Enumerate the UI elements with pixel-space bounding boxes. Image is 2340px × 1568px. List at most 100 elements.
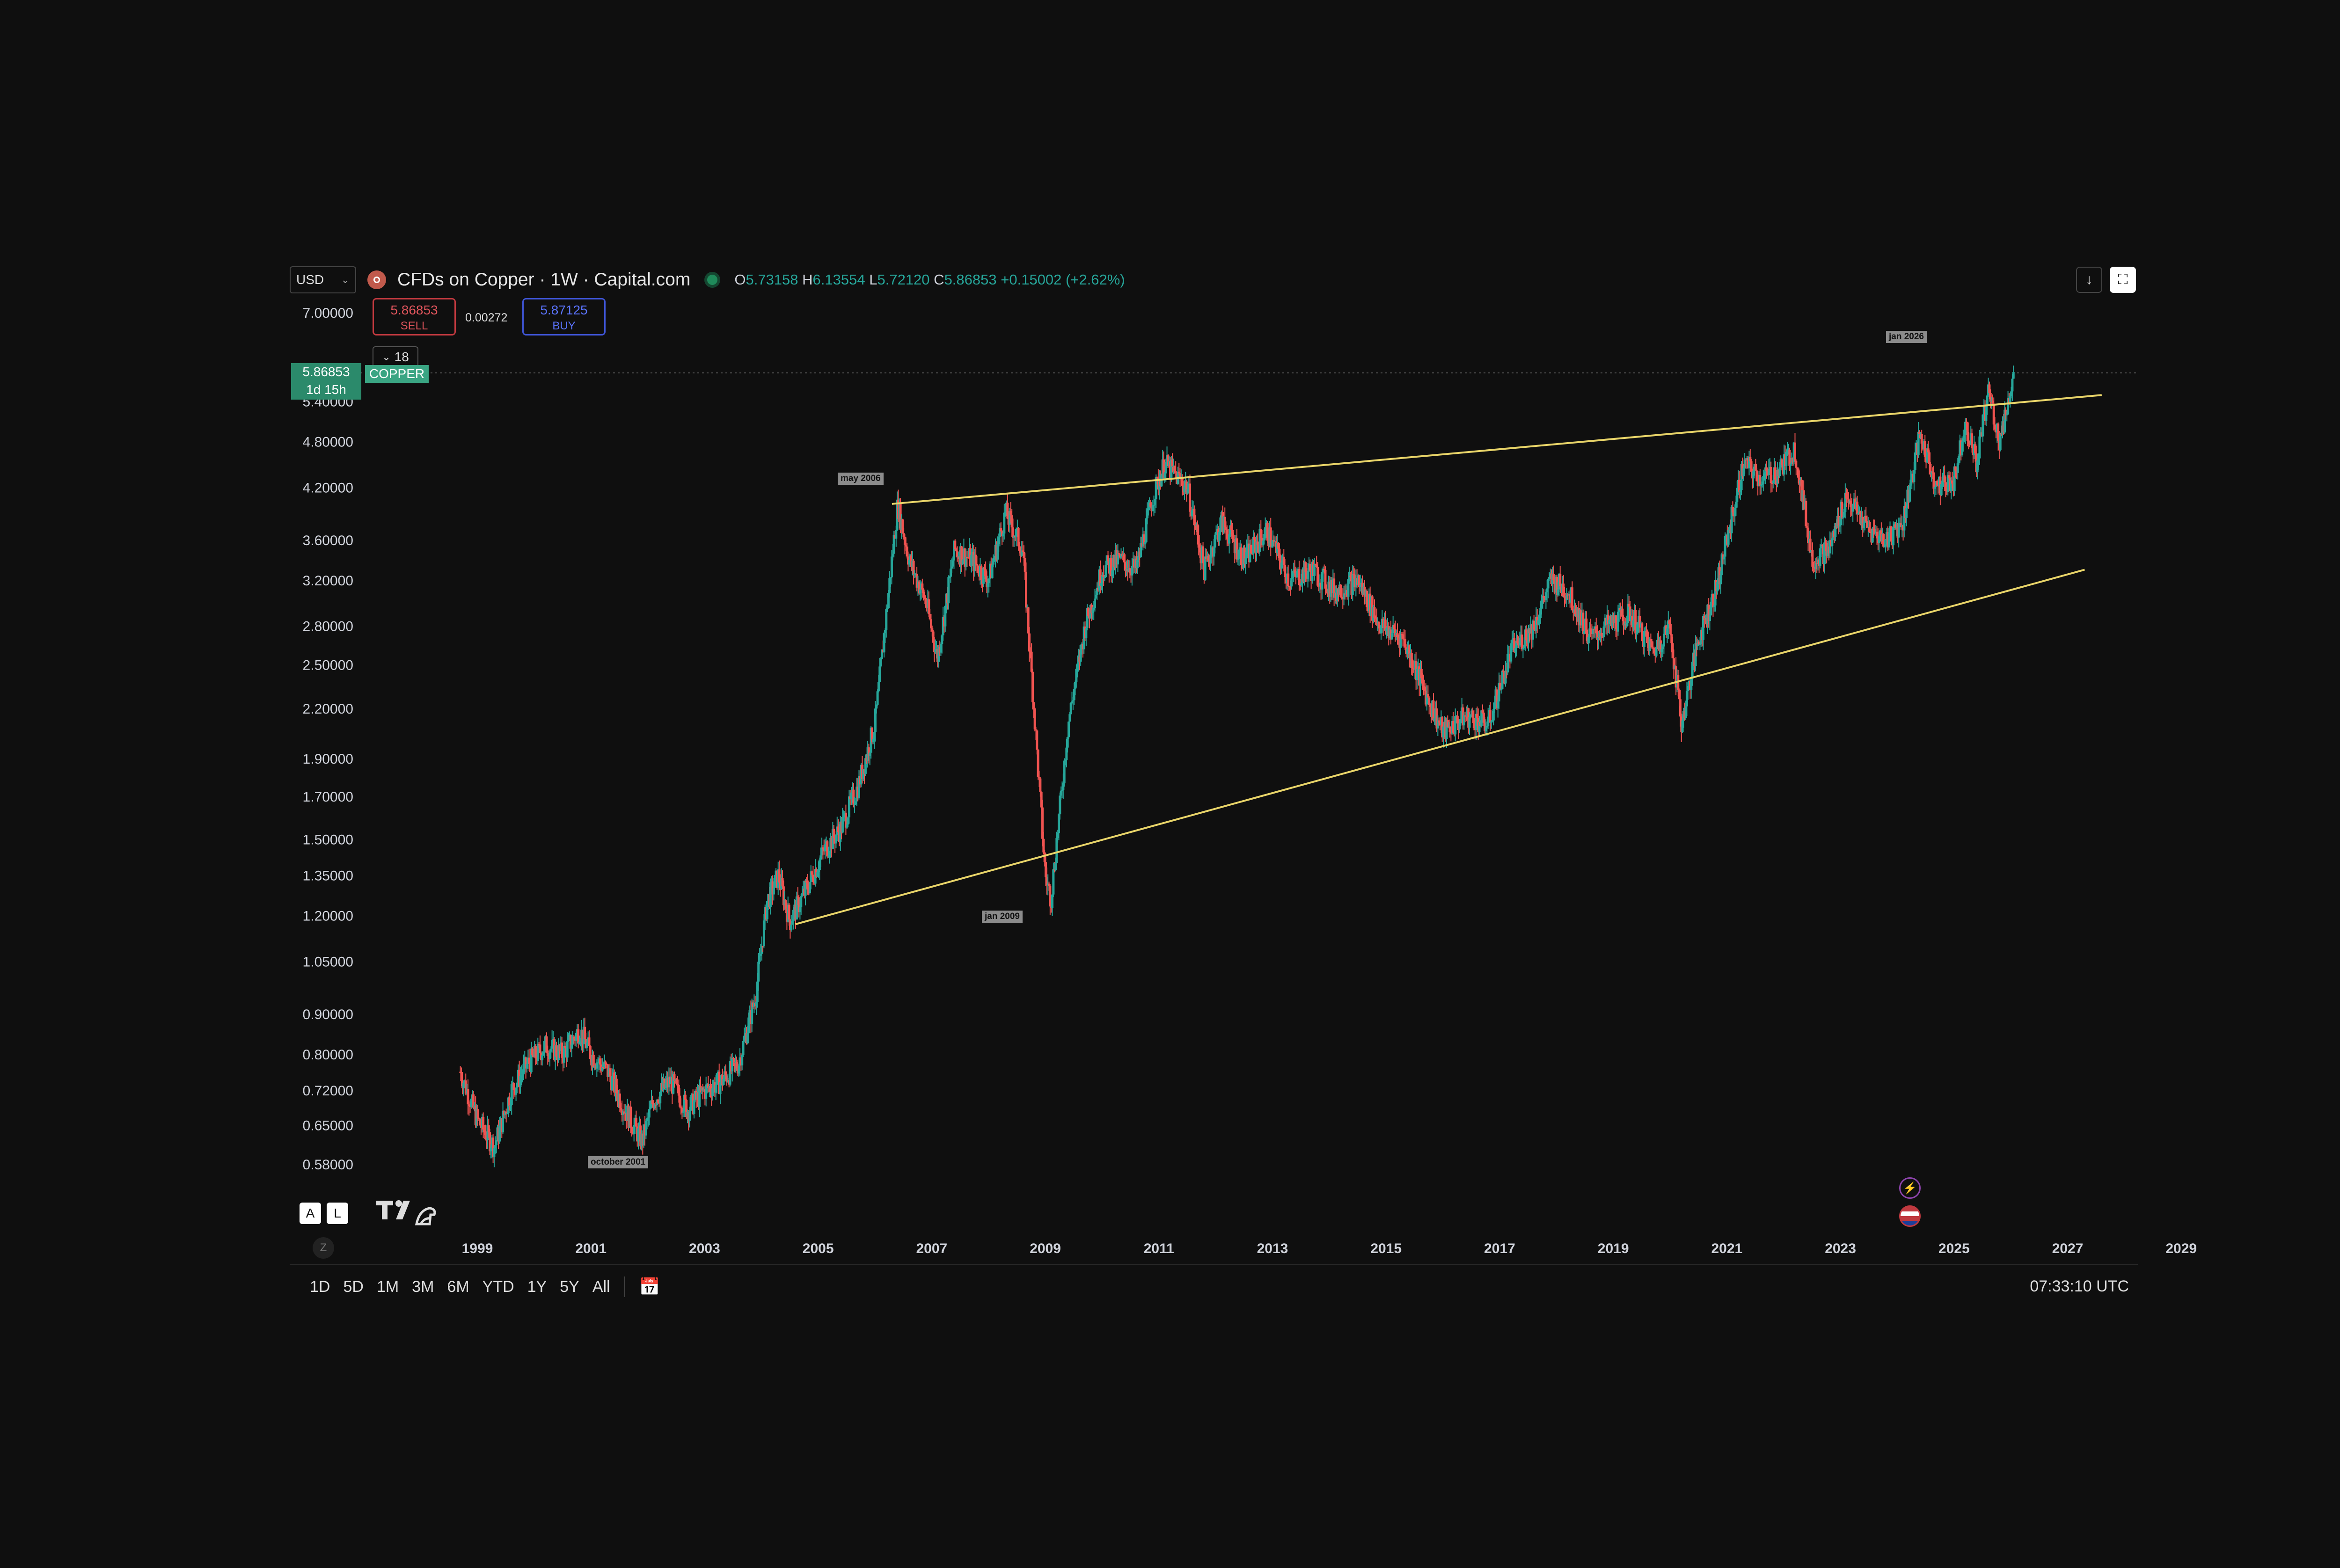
chart-header: USD ⌄ CFDs on Copper · 1W · Capital.com … [290, 264, 1125, 295]
candle-body [1607, 614, 1609, 624]
indicators-chevron-icon: ⌄ [382, 351, 391, 363]
candle-body [906, 547, 908, 557]
candle-body [1253, 537, 1256, 540]
candle-body [869, 752, 871, 756]
candle-body [1752, 471, 1755, 479]
buy-button[interactable]: 5.87125 BUY [522, 298, 606, 335]
candle-body [1802, 490, 1805, 510]
candle-body [1622, 617, 1625, 626]
range-6m[interactable]: 6M [447, 1277, 469, 1296]
range-5y[interactable]: 5Y [560, 1277, 579, 1296]
candle-body [1225, 527, 1228, 530]
range-all[interactable]: All [592, 1277, 610, 1296]
candle-body [1136, 560, 1139, 569]
zoom-reset-button[interactable]: Z [313, 1237, 334, 1259]
candle-body [1679, 699, 1682, 717]
candle-body [1626, 604, 1629, 623]
x-tick-label: 2001 [575, 1241, 607, 1256]
candle-body [1540, 604, 1543, 608]
candle-body [1774, 467, 1777, 480]
candle-body [1625, 623, 1628, 627]
candle-body [531, 1048, 534, 1055]
candle-body [1438, 720, 1441, 723]
candle-body [1174, 471, 1177, 473]
candle-body [741, 1055, 744, 1065]
candle-body [1655, 647, 1658, 656]
fullscreen-button[interactable]: ⛶ [2110, 267, 2136, 293]
x-tick-label: 2003 [689, 1241, 720, 1256]
download-button[interactable]: ↓ [2076, 267, 2102, 293]
candle-body [1767, 469, 1770, 475]
candle-body [2009, 396, 2011, 403]
range-3m[interactable]: 3M [412, 1277, 434, 1296]
candle-body [716, 1073, 718, 1085]
candle-body [791, 921, 794, 925]
candle-body [534, 1046, 537, 1058]
range-1m[interactable]: 1M [376, 1277, 399, 1296]
auto-scale-button[interactable]: A [300, 1203, 321, 1224]
sell-button[interactable]: 5.86853 SELL [373, 298, 456, 335]
candle-body [1531, 620, 1534, 640]
tradingview-logo-icon [376, 1200, 436, 1225]
candle-body [1868, 527, 1871, 532]
candle-body [1978, 436, 1981, 459]
lightning-event-icon[interactable]: ⚡ [1899, 1177, 1921, 1199]
candle-body [889, 577, 892, 578]
candle-body [890, 556, 893, 577]
candle-body [1948, 475, 1951, 478]
candle-body [1834, 523, 1837, 537]
candle-body [688, 1110, 691, 1121]
symbol-title[interactable]: CFDs on Copper · 1W · Capital.com [397, 270, 691, 290]
range-1y[interactable]: 1Y [527, 1277, 547, 1296]
currency-select[interactable]: USD ⌄ [290, 266, 356, 293]
candle-body [1287, 573, 1290, 586]
candle-body [1032, 702, 1035, 708]
candle-body [1454, 716, 1457, 735]
candle-body [1697, 642, 1700, 644]
candle-body [551, 1040, 554, 1049]
candle-body [1838, 525, 1841, 527]
candle-body [618, 1093, 621, 1108]
candle-body [1823, 542, 1826, 564]
candle-body [1670, 634, 1673, 643]
candle-body [1087, 608, 1090, 616]
candle-body [495, 1141, 498, 1145]
candle-body [1754, 464, 1757, 471]
candle-body [922, 589, 925, 598]
candle-body [1140, 543, 1142, 557]
candle-body [597, 1062, 600, 1064]
log-scale-button[interactable]: L [327, 1203, 348, 1224]
range-5d[interactable]: 5D [343, 1277, 364, 1296]
candle-body [1763, 474, 1766, 476]
range-ytd[interactable]: YTD [482, 1277, 514, 1296]
range-1d[interactable]: 1D [310, 1277, 330, 1296]
candle-body [1151, 505, 1154, 511]
y-tick-label: 1.70000 [303, 789, 353, 805]
candle-body [1068, 714, 1071, 722]
open-value: 5.73158 [746, 271, 798, 288]
candle-body [1892, 526, 1895, 546]
candle-body [1510, 643, 1513, 662]
candle-body [1719, 575, 1722, 584]
candle-body [1963, 435, 1966, 438]
candle-body [1163, 459, 1165, 478]
candle-body [870, 727, 873, 743]
candle-body [1930, 472, 1933, 474]
candle-body [1076, 664, 1079, 669]
low-value: 5.72120 [877, 271, 930, 288]
candle-body [982, 567, 985, 584]
candle-body [1236, 559, 1239, 560]
candle-body [816, 872, 819, 877]
indicators-toggle[interactable]: ⌄ 18 [373, 346, 418, 368]
candle-body [548, 1051, 551, 1059]
candle-body [1218, 532, 1221, 541]
candle-body [1429, 705, 1432, 707]
us-flag-event-icon[interactable] [1899, 1205, 1921, 1227]
candle-body [850, 792, 853, 800]
candle-body [1571, 587, 1573, 610]
calendar-goto-icon[interactable]: 📅 [639, 1277, 660, 1296]
spread-value: 0.00272 [465, 311, 508, 324]
candle-body [1740, 464, 1743, 490]
candle-body [1913, 470, 1916, 482]
